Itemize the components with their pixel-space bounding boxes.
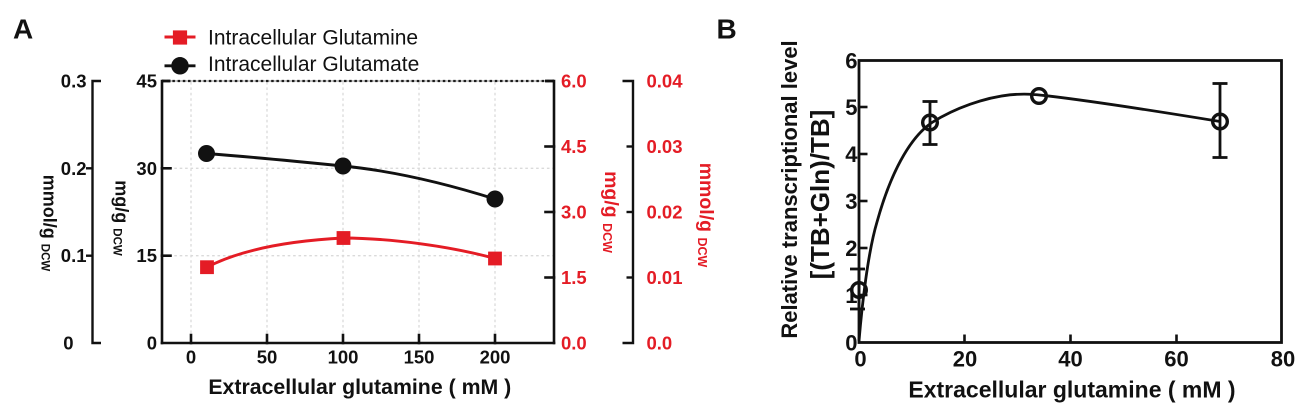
svg-text:0.03: 0.03 — [647, 136, 683, 157]
svg-text:80: 80 — [1271, 347, 1295, 372]
svg-text:0.02: 0.02 — [647, 202, 683, 223]
svg-text:100: 100 — [328, 347, 359, 368]
svg-text:60: 60 — [1164, 347, 1188, 372]
svg-text:0.04: 0.04 — [647, 71, 684, 92]
svg-text:200: 200 — [480, 347, 511, 368]
svg-text:1.5: 1.5 — [561, 267, 587, 288]
svg-text:4.5: 4.5 — [561, 136, 587, 157]
svg-text:0: 0 — [854, 347, 866, 372]
svg-text:[(TB+Gln)/TB]: [(TB+Gln)/TB] — [805, 110, 835, 280]
svg-text:150: 150 — [404, 347, 435, 368]
svg-text:0.3: 0.3 — [61, 71, 87, 92]
svg-text:0: 0 — [845, 330, 857, 355]
svg-text:40: 40 — [1058, 347, 1082, 372]
svg-text:A: A — [13, 14, 33, 45]
svg-text:0.0: 0.0 — [647, 333, 673, 354]
svg-text:Intracellular Glutamine: Intracellular Glutamine — [208, 27, 418, 50]
svg-text:0.1: 0.1 — [61, 245, 87, 266]
svg-text:4: 4 — [845, 142, 858, 167]
svg-text:6.0: 6.0 — [561, 71, 587, 92]
svg-text:0.0: 0.0 — [561, 333, 587, 354]
svg-text:50: 50 — [257, 347, 278, 368]
svg-text:0.01: 0.01 — [647, 267, 683, 288]
svg-text:5: 5 — [845, 95, 857, 120]
svg-text:2: 2 — [845, 236, 857, 261]
svg-text:15: 15 — [136, 245, 157, 266]
svg-text:Extracellular glutamine ( mM ): Extracellular glutamine ( mM ) — [208, 375, 511, 399]
svg-text:0: 0 — [147, 333, 157, 354]
svg-text:3.0: 3.0 — [561, 202, 587, 223]
svg-text:Extracellular glutamine ( mM ): Extracellular glutamine ( mM ) — [908, 377, 1235, 403]
svg-text:3: 3 — [845, 189, 857, 214]
svg-text:Intracellular Glutamate: Intracellular Glutamate — [208, 53, 419, 76]
svg-text:0: 0 — [186, 347, 196, 368]
svg-text:0: 0 — [63, 333, 73, 354]
svg-text:0.2: 0.2 — [61, 158, 87, 179]
svg-text:30: 30 — [136, 158, 157, 179]
svg-text:Relative transcriptional level: Relative transcriptional level — [777, 40, 802, 338]
svg-text:1: 1 — [845, 283, 857, 308]
svg-text:20: 20 — [953, 347, 977, 372]
svg-text:45: 45 — [136, 71, 157, 92]
svg-text:B: B — [717, 14, 737, 45]
svg-text:6: 6 — [845, 48, 857, 73]
